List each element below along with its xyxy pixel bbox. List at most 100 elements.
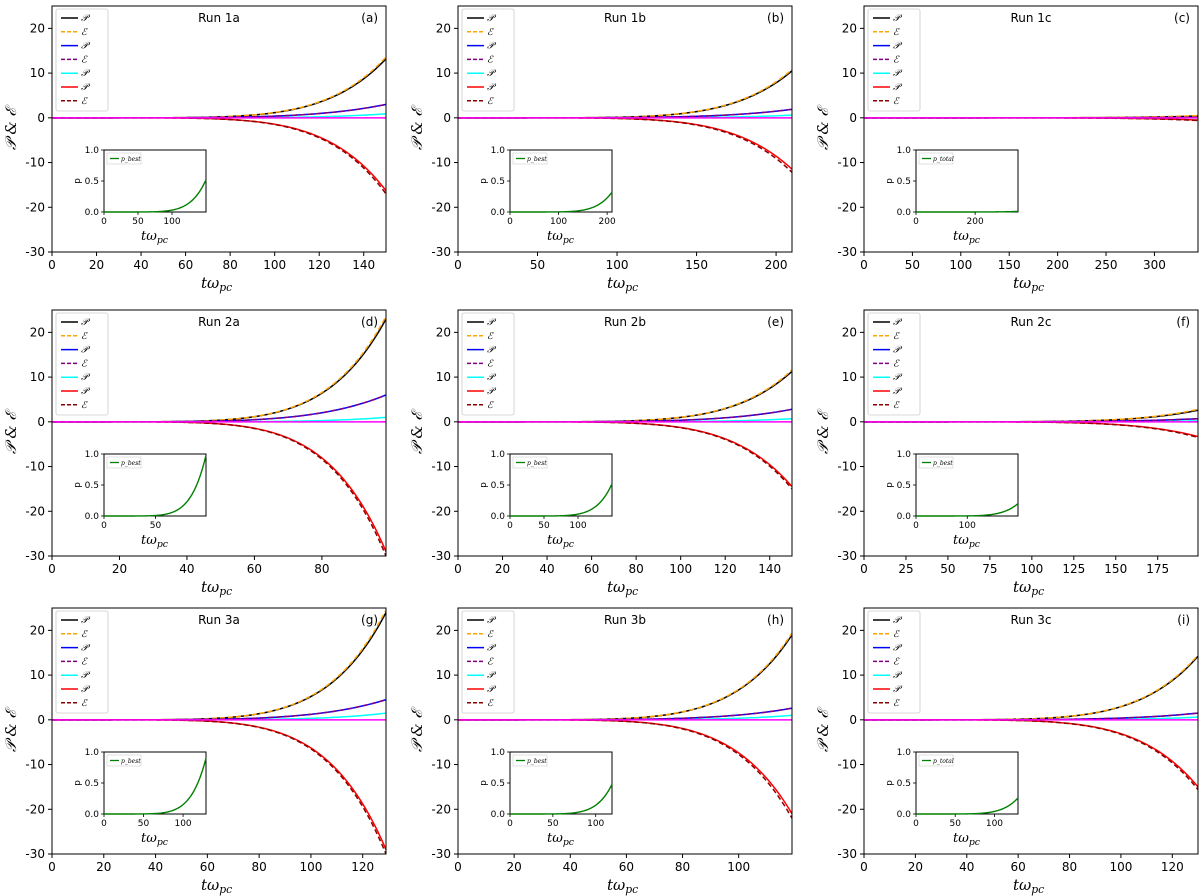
inset-series-p [104, 455, 207, 517]
inset-x-tick-label: 50 [138, 819, 150, 829]
inset-y-tick-label: 1.0 [491, 748, 506, 758]
legend-entry: 𝒫 [893, 643, 903, 654]
panel-tag: (b) [767, 11, 784, 25]
legend-entry: ℰ [893, 656, 900, 667]
inset-series-p [510, 783, 613, 815]
inset: 0.0 0.5 1.0 0 50 100 tωpc p p_total [885, 748, 1019, 848]
inset-x-tick-label: 100 [163, 217, 180, 227]
x-tick-label: 140 [758, 562, 781, 576]
inset-legend-entry: p_best [121, 758, 141, 765]
inset-y-tick-label: 1.0 [85, 450, 100, 460]
x-tick-label: 60 [178, 258, 193, 272]
legend-entry: 𝒫 [81, 41, 91, 52]
axes-frame [51, 607, 387, 855]
plot-area [52, 315, 386, 556]
inset: 0.0 0.5 1.0 0 100 200 tωpc p p_best [479, 146, 616, 246]
y-tick-label: 20 [842, 21, 857, 35]
inset-legend-entry: p_best [121, 156, 141, 163]
inset-x-axis-label: tωpc [547, 831, 575, 848]
inset-y-tick-label: 0.0 [85, 810, 100, 820]
inset: 0.0 0.5 1.0 0 50 100 tωpc p p_best [73, 748, 207, 848]
legend-entry: 𝒫 [893, 615, 903, 626]
legend-entry: 𝒫 [81, 670, 91, 681]
y-tick-label: -20 [431, 802, 451, 816]
y-tick-label: 10 [436, 370, 451, 384]
legend-entry: 𝒫 [893, 372, 903, 383]
run-title: Run 3a [198, 613, 240, 627]
inset-y-axis-label: p [885, 178, 895, 184]
y-tick-label: -20 [25, 504, 45, 518]
y-tick-label: 20 [842, 325, 857, 339]
y-tick-label: 20 [30, 325, 45, 339]
axes-frame [51, 5, 387, 253]
legend-entry: ℰ [487, 698, 494, 709]
legend-entry: ℰ [487, 629, 494, 640]
legend-entry: ℰ [81, 358, 88, 369]
inset-x-tick-label: 100 [587, 819, 604, 829]
series-p-b [864, 421, 1198, 438]
inset-y-tick-label: 0.0 [491, 208, 506, 218]
y-tick-label: -20 [431, 504, 451, 518]
inset-x-tick-label: 50 [547, 819, 559, 829]
inset-y-tick-label: 0.5 [897, 779, 911, 789]
inset-x-axis-label: tωpc [547, 229, 575, 246]
legend-entry: ℰ [487, 358, 494, 369]
panel-h: -30 -20 -10 0 10 20 0 20 40 60 80 100 tωpc 𝒫 & ℰ Run 3… [408, 607, 793, 896]
y-tick-label: 10 [30, 668, 45, 682]
inset-y-tick-label: 0.0 [897, 208, 912, 218]
y-tick-label: 20 [436, 21, 451, 35]
legend-entry: ℰ [893, 331, 900, 342]
legend-entry: 𝒫 [893, 13, 903, 24]
x-tick-label: 200 [1046, 258, 1069, 272]
x-tick-label: 0 [48, 258, 56, 272]
inset-y-tick-label: 1.0 [897, 450, 912, 460]
x-tick-label: 100 [949, 258, 972, 272]
panel-tag: (e) [767, 315, 784, 329]
inset-x-axis-label: tωpc [953, 229, 981, 246]
legend-box [55, 8, 109, 112]
x-axis-label: tωpc [1013, 876, 1044, 896]
legend-entry: ℰ [81, 698, 88, 709]
run-title: Run 3b [604, 613, 646, 627]
y-tick-label: 0 [849, 415, 857, 429]
y-tick-label: -10 [431, 758, 451, 772]
inset-x-tick-label: 100 [986, 819, 1003, 829]
inset-y-tick-label: 0.5 [491, 779, 505, 789]
y-tick-label: -30 [837, 245, 857, 259]
inset-y-tick-label: 0.0 [491, 512, 506, 522]
x-tick-label: 100 [727, 860, 750, 874]
inset-y-tick-label: 0.5 [85, 481, 99, 491]
x-axis-label: tωpc [201, 578, 232, 598]
inset-legend-box [106, 456, 142, 469]
x-tick-label: 150 [685, 258, 708, 272]
series-e-b [458, 421, 792, 490]
inset-x-tick-label: 0 [101, 521, 107, 531]
legend-entry: ℰ [487, 656, 494, 667]
inset-y-tick-label: 1.0 [897, 748, 912, 758]
x-tick-label: 40 [133, 258, 148, 272]
legend-entry: 𝒫 [487, 345, 497, 356]
legend-entry: ℰ [81, 400, 88, 411]
run-title: Run 1b [604, 11, 646, 25]
legend-entry: 𝒫 [487, 670, 497, 681]
legend-entry: 𝒫 [893, 68, 903, 79]
run-title: Run 2b [604, 315, 646, 329]
panel-d: -30 -20 -10 0 10 20 0 20 40 60 80 tωpc 𝒫 & ℰ Run 2a (d… [2, 309, 387, 598]
inset-x-tick-label: 0 [507, 819, 513, 829]
y-tick-label: -30 [431, 847, 451, 861]
x-tick-label: 50 [530, 258, 545, 272]
legend-box [461, 8, 515, 112]
series-p-b [52, 719, 386, 850]
inset-y-tick-label: 1.0 [85, 748, 100, 758]
x-tick-label: 250 [1095, 258, 1118, 272]
y-tick-label: -10 [431, 156, 451, 170]
legend-entry: 𝒫 [487, 41, 497, 52]
plot-area [458, 369, 792, 490]
series-e-b [458, 719, 792, 819]
x-tick-label: 40 [148, 860, 163, 874]
